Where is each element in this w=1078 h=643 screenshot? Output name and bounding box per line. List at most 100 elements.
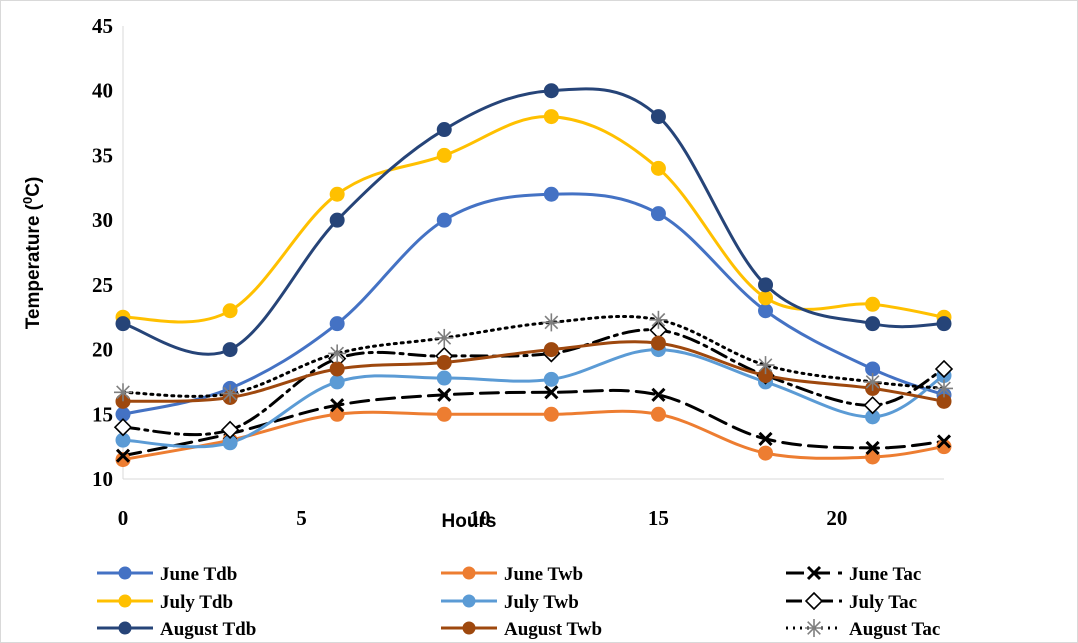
data-point-july-tdb xyxy=(758,290,774,306)
data-point-june-tdb xyxy=(543,186,559,202)
asterisk-marker-stroke xyxy=(116,385,130,400)
series-line-july-twb xyxy=(121,348,946,449)
legend-label: June Twb xyxy=(504,564,583,585)
y-tick-label: 35 xyxy=(92,143,113,167)
legend: June Tdb June Twb June Tac July Tdb July Twb… xyxy=(97,564,940,640)
legend-swatch-marker xyxy=(118,594,132,608)
data-point-august-twb xyxy=(436,355,452,371)
legend-item-july-twb: July Twb xyxy=(441,592,579,613)
x-marker-stroke xyxy=(651,387,666,402)
y-tick-label: 45 xyxy=(92,14,113,38)
data-point-august-tac xyxy=(935,379,953,398)
x-marker-stroke xyxy=(936,434,952,449)
data-point-august-tac xyxy=(328,344,347,363)
legend-swatch-marker xyxy=(805,619,823,637)
data-point-june-tac xyxy=(865,440,880,455)
asterisk-marker-stroke xyxy=(758,358,773,372)
asterisk-marker-stroke xyxy=(223,386,237,401)
data-point-august-tdb xyxy=(758,277,774,293)
legend-label: August Tac xyxy=(849,619,940,640)
data-point-july-twb xyxy=(543,371,559,387)
legend-item-july-tac: July Tac xyxy=(786,591,917,613)
asterisk-marker-stroke xyxy=(865,375,880,389)
data-point-august-tac xyxy=(435,328,454,347)
legend-label: June Tdb xyxy=(160,564,237,585)
legend-label: August Twb xyxy=(504,619,602,640)
asterisk-marker-stroke xyxy=(651,312,666,327)
x-tick-label: 15 xyxy=(648,506,669,530)
data-point-june-tdb xyxy=(436,212,452,228)
x-tick-label: 0 xyxy=(118,506,129,530)
x-tick-label: 5 xyxy=(296,506,307,530)
x-marker-stroke xyxy=(330,398,345,413)
y-axis-title-end: C) xyxy=(23,177,44,197)
data-point-july-tac xyxy=(934,359,954,379)
y-axis-title-superscript: 0 xyxy=(20,197,35,204)
data-point-august-twb xyxy=(650,335,666,351)
data-point-june-tac xyxy=(330,398,345,413)
legend-swatch-marker xyxy=(462,594,476,608)
legend-label: June Tac xyxy=(849,564,921,585)
legend-swatch-marker xyxy=(462,566,476,580)
data-point-july-tac xyxy=(220,420,240,439)
asterisk-marker-stroke xyxy=(937,381,951,396)
data-point-june-twb xyxy=(650,406,666,422)
x-marker-stroke xyxy=(544,385,559,400)
data-point-june-tac xyxy=(936,434,952,449)
x-marker-stroke xyxy=(758,431,773,446)
data-point-august-tac xyxy=(542,313,561,332)
data-point-july-tdb xyxy=(650,160,666,176)
data-point-july-tdb xyxy=(329,186,345,202)
x-marker-stroke xyxy=(806,565,822,581)
data-point-june-tdb xyxy=(329,316,345,332)
y-tick-label: 40 xyxy=(92,79,113,103)
data-point-august-tdb xyxy=(865,316,881,332)
data-point-august-tdb xyxy=(936,316,952,332)
series-lines xyxy=(121,87,946,462)
data-point-august-twb xyxy=(543,342,559,358)
data-point-august-tac xyxy=(756,356,775,375)
data-point-august-tdb xyxy=(543,83,559,99)
legend-swatch-marker xyxy=(118,566,132,580)
data-point-june-tac xyxy=(115,448,131,463)
data-point-august-tac xyxy=(863,372,882,391)
legend-label: July Tac xyxy=(849,592,917,613)
data-point-june-tac xyxy=(544,385,559,400)
data-point-june-twb xyxy=(758,445,774,461)
asterisk-marker-stroke xyxy=(437,331,452,345)
data-point-august-tdb xyxy=(436,122,452,138)
data-point-august-tdb xyxy=(650,109,666,125)
legend-swatch-marker xyxy=(462,621,476,635)
x-marker-stroke xyxy=(115,448,131,463)
legend-swatch-marker xyxy=(118,621,132,635)
y-tick-label: 25 xyxy=(92,273,113,297)
data-point-july-twb xyxy=(329,374,345,390)
data-point-august-tac xyxy=(649,310,668,329)
data-point-july-twb xyxy=(436,370,452,386)
legend-swatch-marker xyxy=(806,565,822,581)
legend-item-june-tdb: June Tdb xyxy=(97,564,237,585)
data-point-august-twb xyxy=(329,361,345,377)
x-tick-label: 10 xyxy=(469,506,490,530)
y-axis-title: Temperature (0C) xyxy=(20,177,44,330)
data-point-june-tac xyxy=(437,387,452,402)
x-marker-stroke xyxy=(865,440,880,455)
y-tick-label: 10 xyxy=(92,467,113,491)
legend-item-august-twb: August Twb xyxy=(441,619,602,640)
legend-label: August Tdb xyxy=(160,619,256,640)
data-point-july-tac xyxy=(113,418,133,437)
x-axis-title: Hours xyxy=(442,511,497,532)
data-point-july-tdb xyxy=(436,147,452,163)
y-tick-label: 30 xyxy=(92,208,113,232)
legend-item-june-twb: June Twb xyxy=(441,564,583,585)
x-tick-label: 20 xyxy=(826,506,847,530)
series-line-july-tac xyxy=(121,328,946,437)
legend-label: July Twb xyxy=(504,592,579,613)
series-line-july-tdb xyxy=(121,115,946,324)
series-line-august-tdb xyxy=(121,87,946,356)
data-point-july-tdb xyxy=(865,296,881,312)
y-tick-label: 15 xyxy=(92,402,113,426)
asterisk-marker-stroke xyxy=(330,346,345,361)
